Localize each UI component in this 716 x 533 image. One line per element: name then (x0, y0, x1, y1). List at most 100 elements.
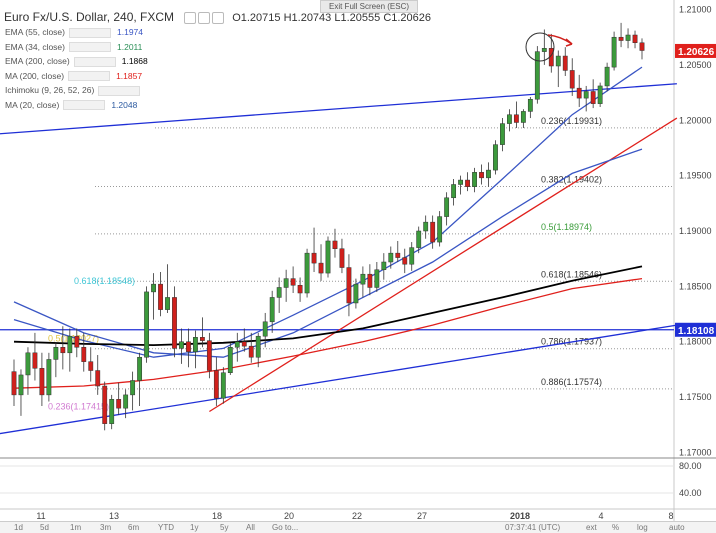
settings-icon[interactable] (198, 12, 211, 25)
candle-body (339, 248, 345, 268)
candle-body (416, 230, 422, 248)
candle-body (248, 345, 254, 358)
y-tick-label: 1.21000 (679, 5, 712, 15)
candle-body (444, 197, 450, 217)
candle-body (353, 283, 359, 304)
candle-body (123, 394, 129, 409)
candle-body (46, 359, 52, 396)
last-price-label: 1.20626 (678, 47, 715, 58)
x-tick-label: 2018 (510, 511, 530, 521)
range-button-3m[interactable]: 3m (100, 523, 112, 532)
candle-body (290, 278, 296, 286)
candle-body (137, 356, 143, 381)
plot-area (0, 4, 674, 458)
x-tick-label: 22 (352, 511, 362, 521)
chart-header: Euro Fx/U.S. Dollar, 240, FXCM O1.20715 … (4, 10, 432, 25)
indicator-legend-item[interactable]: MA (20, close) 1.2048 (5, 100, 137, 111)
range-button-5y[interactable]: 5y (220, 523, 229, 532)
candle-body (32, 352, 38, 369)
candle-body (116, 399, 122, 409)
candle-body (507, 114, 512, 124)
candle-body (53, 347, 59, 360)
candle-body (227, 347, 233, 373)
goto-button[interactable]: Go to... (272, 523, 299, 532)
ma-line (13, 66, 643, 358)
candle-body (465, 179, 470, 187)
x-tick-label: 11 (36, 511, 45, 521)
range-button-1y[interactable]: 1y (190, 523, 199, 532)
ma-line (13, 277, 643, 389)
indicator-controls[interactable] (69, 42, 111, 53)
trendline (209, 117, 678, 413)
ext-toggle[interactable]: ext (586, 523, 597, 532)
indicator-controls[interactable] (68, 71, 111, 82)
candle-body (486, 169, 491, 179)
candle-body (269, 297, 275, 323)
close-icon[interactable] (212, 12, 225, 25)
indicator-label: EMA (55, close) (5, 27, 65, 37)
candle-body (304, 252, 310, 294)
close-value: C1.20626 (383, 12, 432, 24)
exit-fullscreen-button[interactable]: Exit Full Screen (ESC) (320, 0, 419, 13)
indicator-value: 1.1868 (121, 56, 148, 66)
candle-body (604, 66, 610, 87)
hline-price-label: 1.18108 (678, 326, 715, 337)
indicator-controls[interactable] (63, 100, 106, 111)
candle-body (632, 34, 638, 44)
x-tick-label: 13 (109, 511, 119, 521)
candle-body (262, 321, 268, 337)
range-button-1m[interactable]: 1m (70, 523, 82, 532)
log-toggle[interactable]: log (637, 523, 648, 532)
candle-body (611, 36, 617, 68)
indicator-controls[interactable] (73, 56, 116, 67)
indicator-legend-item[interactable]: MA (200, close) 1.1857 (5, 71, 142, 82)
range-button-5d[interactable]: 5d (40, 523, 49, 532)
candle-body (513, 114, 519, 123)
trendline (0, 83, 677, 135)
candle-body (381, 261, 387, 271)
range-button-all[interactable]: All (246, 523, 255, 532)
indicator-label: Ichimoku (9, 26, 52, 26) (5, 85, 95, 95)
candle-body (367, 273, 373, 288)
x-tick-label: 27 (417, 511, 427, 521)
candle-body (88, 361, 94, 371)
candle-body (283, 278, 289, 288)
indicator-controls[interactable] (69, 27, 111, 38)
indicator-label: EMA (200, close) (5, 56, 70, 66)
range-button-ytd[interactable]: YTD (158, 523, 174, 532)
indicator-legend-item[interactable]: EMA (34, close) 1.2011 (5, 42, 142, 53)
candle-body (437, 216, 443, 243)
indicator-legend-item[interactable]: EMA (55, close) 1.1974 (5, 27, 143, 38)
candle-body (360, 273, 366, 285)
fib-level-label: 0.236(1.19931) (541, 116, 602, 126)
fib-level-label: 0.5(1.18974) (541, 222, 592, 232)
auto-toggle[interactable]: auto (669, 523, 685, 532)
indicator-legend-item[interactable]: EMA (200, close) 1.1868 (5, 56, 148, 67)
ma-line (13, 265, 643, 347)
indicator-legend-item[interactable]: Ichimoku (9, 26, 52, 26) (5, 85, 146, 96)
candle-body (534, 51, 540, 100)
candle-body (472, 172, 477, 187)
trendline (0, 324, 677, 435)
y-tick-label: 1.20000 (679, 115, 712, 125)
candle-body (25, 352, 31, 376)
y-tick-label: 1.19500 (679, 171, 712, 181)
x-tick-label: 20 (284, 511, 294, 521)
percent-toggle[interactable]: % (612, 523, 620, 532)
candle-body (576, 87, 582, 99)
candle-body (102, 385, 108, 424)
candle-body (158, 283, 163, 310)
range-button-1d[interactable]: 1d (14, 523, 23, 532)
range-button-6m[interactable]: 6m (128, 523, 140, 532)
candle-body (527, 98, 533, 112)
x-tick-label: 8 (668, 511, 673, 521)
indicator-value: 1.2048 (111, 99, 138, 110)
indicator-value: 1.1974 (117, 27, 143, 37)
eye-icon[interactable] (184, 12, 197, 25)
candle-body (241, 341, 247, 347)
indicator-label: MA (200, close) (5, 70, 65, 81)
indicator-controls[interactable] (98, 85, 141, 96)
fib-level-label: 0.886(1.17574) (541, 377, 602, 387)
candle-body (74, 335, 80, 348)
y-tick-label: 1.18500 (679, 281, 712, 291)
